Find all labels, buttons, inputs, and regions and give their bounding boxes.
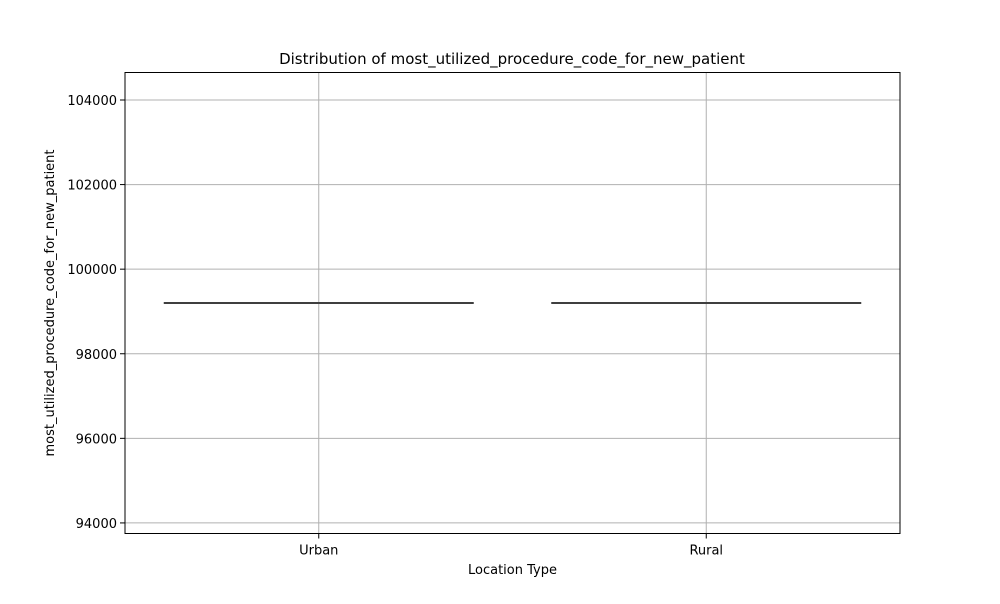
y-tick-label: 94000 <box>76 517 117 532</box>
x-tick-label-urban: Urban <box>299 544 338 559</box>
grid-layer <box>125 72 900 534</box>
y-tick-label: 102000 <box>67 179 117 194</box>
chart-title: Distribution of most_utilized_procedure_… <box>279 50 745 69</box>
y-tick-label: 96000 <box>76 432 117 447</box>
x-tick-label-rural: Rural <box>689 544 723 559</box>
x-axis-title: Location Type <box>468 563 557 578</box>
y-tick-label: 100000 <box>67 263 117 278</box>
y-axis: 94000 96000 98000 100000 102000 104000 <box>67 94 125 532</box>
y-axis-title: most_utilized_procedure_code_for_new_pat… <box>43 149 58 456</box>
y-tick-label: 104000 <box>67 94 117 109</box>
x-axis: Urban Rural <box>299 533 723 559</box>
plot-frame <box>124 72 901 534</box>
y-tick-label: 98000 <box>76 348 117 363</box>
